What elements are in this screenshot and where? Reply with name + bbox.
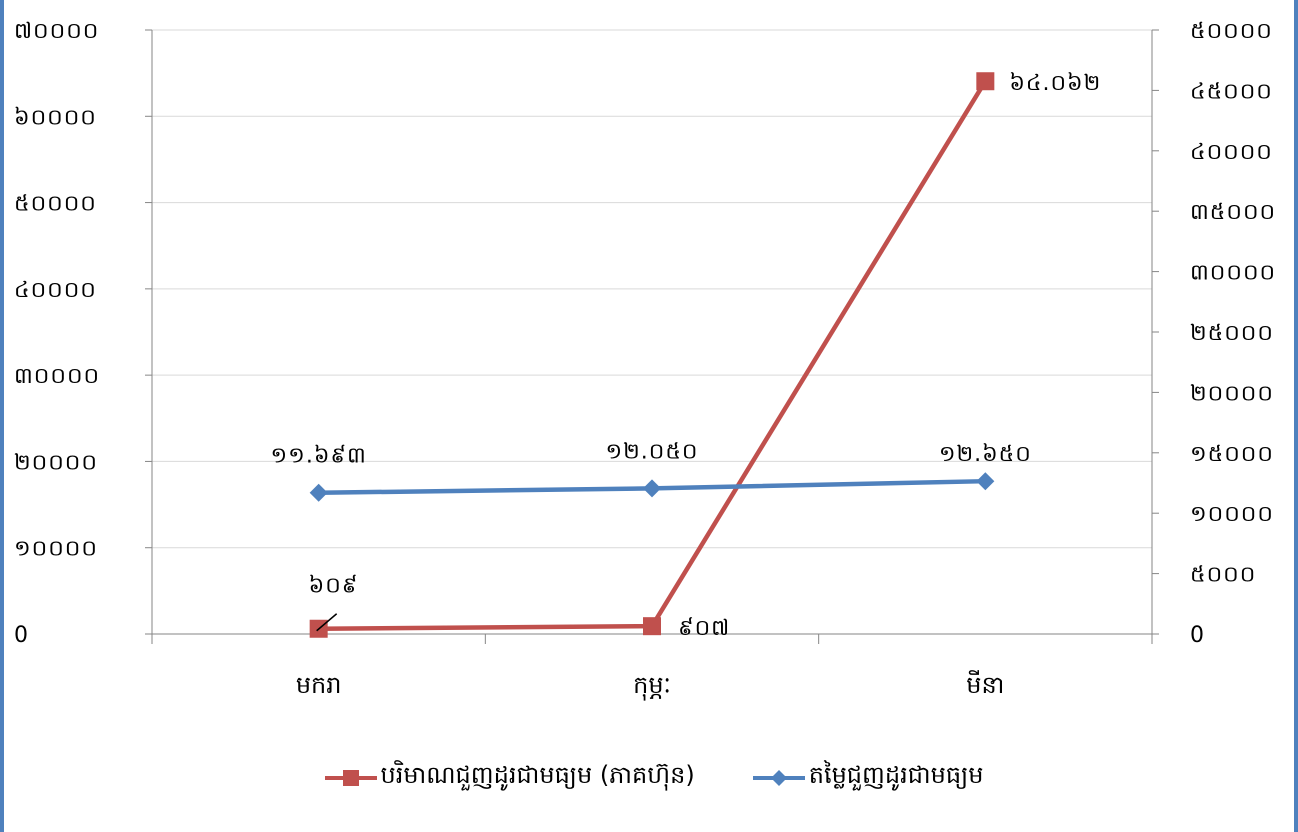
legend-label-price: តម្លៃជួញដូរជាមធ្យម [808,761,984,789]
right-axis-tick-labels: 0 ៥០០០ ១០០០០ ១៥០០០ ២០០០០ ២៥០០០ ៣០០០០ ៣៥០០០ ៤០០០០… [1190,19,1276,648]
legend-square-marker-icon [324,769,377,786]
left-axis-tick-label: ៥០០០០ [14,192,97,217]
right-axis-tick-label: ៥០០០០ [1190,19,1273,44]
left-axis-tick-label: ២០០០០ [14,450,98,475]
data-point-diamond [976,472,995,491]
data-label: ១១.៦៩៣ [271,444,367,469]
right-axis-tick-label: ៤៥០០០ [1190,79,1273,104]
legend-label-volume: បរិមាណជួញដូរជាមធ្យម (ភាគហ៊ុន) [380,761,695,789]
legend-item-volume: បរិមាណជួញដូរជាមធ្យម (ភាគហ៊ុន) [323,760,695,795]
data-label-leader-line [316,613,338,632]
data-point-square [976,72,995,91]
right-axis-tick-label: ៣០០០០ [1190,261,1276,286]
right-axis-tick-label: ៥០០០ [1190,563,1256,588]
data-point-square [643,617,661,636]
left-axis-tick-label: ៦០០០០ [14,105,97,130]
axes [145,29,1159,644]
left-axis-tick-label: ៤០០០០ [14,278,97,303]
category-label: មករា [296,671,342,699]
right-axis-tick-label: ៤០០០០ [1190,140,1273,165]
category-label: មីនា [966,670,1004,699]
data-point-diamond [309,483,328,502]
data-label: ៩០៧ [678,616,730,641]
left-axis-tick-label: ៧០០០០ [14,19,99,44]
left-axis-tick-label: ៣០០០០ [14,364,100,389]
data-label: ៦០៩ [309,574,359,599]
data-label: ១២.៦៥០ [939,442,1032,467]
series-lines [309,72,995,638]
legend-item-price: តម្លៃជួញដូរជាមធ្យម [751,760,984,795]
data-label: ១២.០៥០ [605,439,698,464]
right-axis-tick-label: ១៥០០០ [1190,442,1274,467]
right-axis-tick-label: ៣៥០០០ [1190,200,1276,225]
category-label: កុម្ភៈ [633,671,671,701]
right-axis-tick-label: 0 [1190,623,1205,648]
category-labels: មករា កុម្ភៈ មីនា [296,670,1005,701]
right-axis-tick-label: ២៥០០០ [1190,321,1274,346]
data-label: ៦៤.០៦២ [1009,71,1101,96]
left-axis-tick-label: 0 [14,623,29,648]
data-point-diamond [643,479,661,498]
right-axis-tick-label: ២០០០០ [1190,381,1274,406]
right-axis-tick-label: ១០០០០ [1190,502,1274,527]
left-axis-tick-labels: 0 ១០០០០ ២០០០០ ៣០០០០ ៤០០០០ ៥០០០០ ៦០០០០ ៧០០០០ [14,19,100,648]
series-line [318,80,988,631]
left-axis-tick-label: ១០០០០ [14,537,98,562]
legend: បរិមាណជួញដូរជាមធ្យម (ភាគហ៊ុន) តម្លៃជួញដូ… [4,760,1298,795]
gridlines [152,29,1152,549]
legend-diamond-marker-icon [752,769,805,786]
